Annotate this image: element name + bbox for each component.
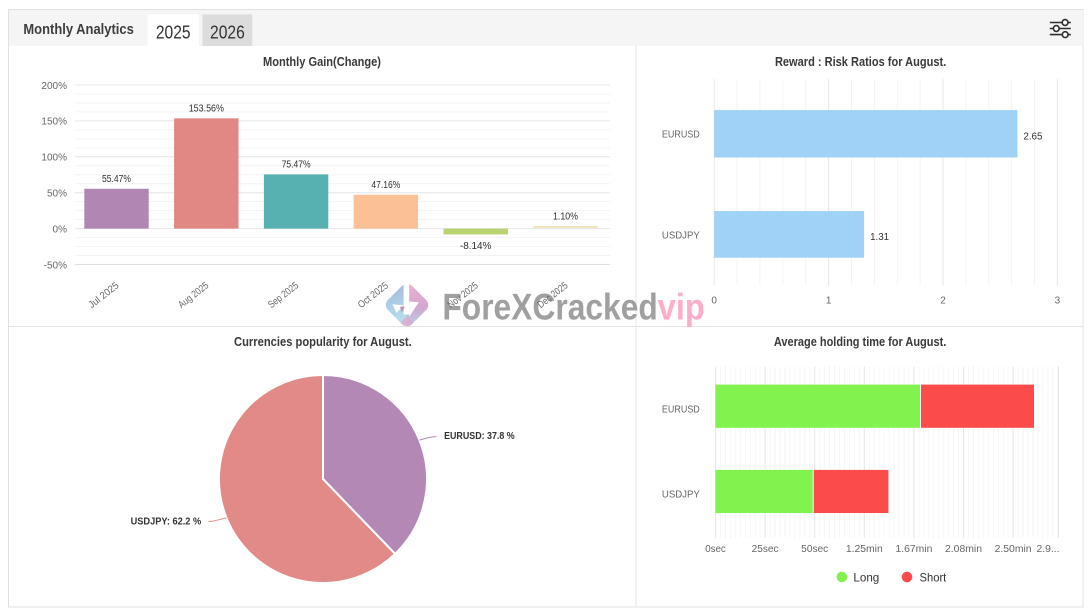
svg-text:Monthly Analytics: Monthly Analytics [23,21,133,38]
svg-text:USDJPY: USDJPY [662,490,700,501]
svg-text:2026: 2026 [210,22,245,42]
svg-text:2.9...: 2.9... [1037,544,1060,555]
svg-text:Reward : Risk Ratios for Augus: Reward : Risk Ratios for August. [775,54,946,69]
svg-text:Long: Long [853,571,879,585]
svg-text:47.16%: 47.16% [371,180,400,191]
svg-text:3: 3 [1055,295,1061,306]
svg-text:EURUSD: EURUSD [662,404,700,415]
svg-text:vip: vip [658,287,705,328]
svg-text:2.50min: 2.50min [995,544,1032,555]
svg-text:2: 2 [940,295,946,306]
svg-text:2.08min: 2.08min [945,544,982,555]
svg-text:Average holding time for Augus: Average holding time for August. [774,334,946,349]
svg-text:1: 1 [826,295,832,306]
svg-text:Short: Short [920,571,947,585]
svg-text:Currencies popularity for Augu: Currencies popularity for August. [234,334,412,349]
svg-text:EURUSD: 37.8 %: EURUSD: 37.8 % [444,431,515,442]
svg-text:Monthly Gain(Change): Monthly Gain(Change) [263,54,381,69]
svg-text:55.47%: 55.47% [102,174,131,185]
svg-text:25sec: 25sec [752,544,779,555]
svg-text:-50%: -50% [44,260,67,271]
svg-text:0sec: 0sec [705,544,726,555]
svg-text:1.67min: 1.67min [895,544,932,555]
svg-text:100%: 100% [41,153,67,164]
svg-text:-8.14%: -8.14% [460,241,492,252]
svg-text:0%: 0% [53,224,68,235]
svg-text:2.65: 2.65 [1023,131,1042,142]
svg-text:USDJPY: 62.2 %: USDJPY: 62.2 % [131,517,202,528]
svg-text:153.56%: 153.56% [189,104,224,115]
svg-text:ForeXCracked: ForeXCracked [442,287,657,328]
svg-text:2025: 2025 [156,22,191,42]
svg-text:50sec: 50sec [801,544,828,555]
svg-text:0: 0 [711,295,717,306]
svg-text:1.25min: 1.25min [846,544,883,555]
svg-text:200%: 200% [41,81,67,92]
svg-text:50%: 50% [47,189,67,200]
svg-text:150%: 150% [41,117,67,128]
svg-text:USDJPY: USDJPY [662,230,700,241]
svg-text:1.31: 1.31 [870,232,889,243]
svg-text:75.47%: 75.47% [282,160,311,171]
svg-text:1.10%: 1.10% [553,212,578,223]
svg-text:EURUSD: EURUSD [662,130,700,141]
